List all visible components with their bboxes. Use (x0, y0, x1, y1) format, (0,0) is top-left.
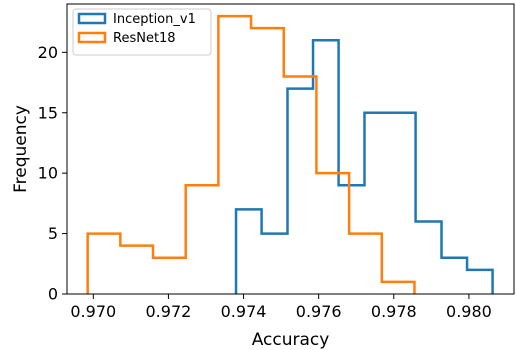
x-tick-label: 0.974 (221, 302, 267, 321)
y-tick-label: 0 (48, 285, 58, 304)
plot-frame (66, 3, 515, 295)
legend-swatch (77, 12, 107, 25)
x-axis: 0.970 0.972 0.974 0.976 0.978 0.980 (70, 294, 492, 321)
legend-item: Inception_v1 (77, 12, 196, 27)
histogram-bin (186, 185, 219, 294)
series-inception-v1 (234, 39, 494, 295)
x-tick-label: 0.970 (70, 302, 116, 321)
histogram-bin (284, 77, 317, 295)
x-tick-label: 0.976 (296, 302, 342, 321)
histogram-bin (416, 222, 442, 295)
x-tick-label: 0.972 (146, 302, 192, 321)
y-tick-label: 15 (38, 103, 58, 122)
histogram-bin (442, 258, 468, 294)
histogram-bin (382, 282, 415, 294)
histogram-bin (390, 113, 416, 294)
y-tick-label: 20 (38, 43, 58, 62)
x-tick-label: 0.978 (371, 302, 417, 321)
histogram-bin (467, 270, 493, 294)
series-layer (86, 14, 494, 295)
histogram-bin (153, 258, 186, 294)
legend: Inception_v1 ResNet18 (72, 8, 212, 56)
histogram-bin (88, 234, 121, 294)
series-step-outline (234, 39, 494, 294)
histogram-bin (316, 173, 349, 294)
legend-swatch (77, 31, 107, 44)
legend-item: ResNet18 (77, 31, 176, 46)
legend-label: Inception_v1 (113, 12, 196, 27)
x-tick-label: 0.980 (446, 302, 492, 321)
x-axis-label: Accuracy (252, 330, 330, 350)
y-axis: 0 5 10 15 20 (38, 43, 67, 304)
y-axis-label: Frequency (11, 105, 31, 193)
legend-label: ResNet18 (113, 31, 176, 46)
series-resnet18 (86, 14, 416, 295)
series-step-outline (86, 14, 416, 294)
y-tick-label: 10 (38, 164, 58, 183)
y-tick-label: 5 (48, 224, 58, 243)
histogram-bin (120, 246, 153, 294)
histogram-bin (251, 28, 284, 294)
histogram-bin (218, 16, 251, 294)
legend-box (72, 8, 212, 56)
histogram-bin (349, 234, 382, 294)
